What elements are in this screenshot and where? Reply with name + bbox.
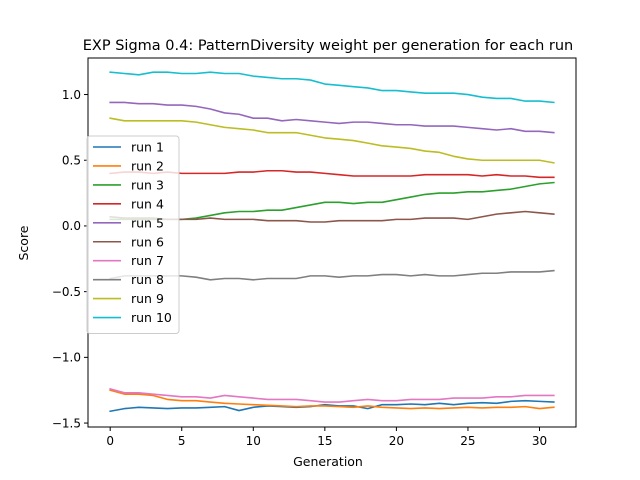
x-tick-label: 5 — [178, 434, 186, 448]
y-tick-label: 0.5 — [62, 154, 81, 168]
x-tick-label: 20 — [389, 434, 404, 448]
legend-label: run 2 — [131, 158, 164, 173]
y-tick-label: −1.5 — [52, 416, 81, 430]
legend-label: run 3 — [131, 177, 164, 192]
legend-label: run 4 — [131, 196, 164, 211]
y-axis: −1.5 −1.0 −0.5 0.0 0.5 1.0 — [52, 88, 88, 430]
legend-label: run 6 — [131, 234, 164, 249]
x-tick-label: 15 — [317, 434, 332, 448]
series-line-run-7 — [109, 387, 555, 403]
x-tick-label: 25 — [460, 434, 475, 448]
y-tick-label: −0.5 — [52, 285, 81, 299]
legend-label: run 8 — [131, 272, 164, 287]
legend-label: run 10 — [131, 310, 172, 325]
series-line-run-6 — [109, 210, 555, 223]
legend-label: run 7 — [131, 253, 164, 268]
y-tick-label: 0.0 — [62, 219, 81, 233]
legend-label: run 1 — [131, 140, 164, 155]
series-line-run-5 — [109, 101, 555, 134]
x-axis: 0 5 10 15 20 25 30 — [106, 427, 547, 448]
series-line-run-8 — [109, 269, 555, 281]
legend-label: run 5 — [131, 215, 164, 230]
series-lines — [109, 71, 555, 413]
series-line-run-4 — [109, 169, 555, 179]
y-tick-label: −1.0 — [52, 351, 81, 365]
legend-label: run 9 — [131, 291, 164, 306]
series-line-run-9 — [109, 117, 555, 164]
series-line-run-1 — [109, 399, 555, 413]
series-line-run-2 — [109, 389, 555, 410]
x-tick-label: 30 — [532, 434, 547, 448]
y-axis-label: Score — [16, 225, 31, 260]
series-line-run-10 — [109, 71, 555, 104]
x-tick-label: 0 — [106, 434, 114, 448]
chart-title: EXP Sigma 0.4: PatternDiversity weight p… — [83, 38, 573, 54]
legend: run 1 run 2 run 3 run 4 run 5 run 6 run 7 run 8… — [86, 135, 180, 334]
x-axis-label: Generation — [293, 454, 363, 469]
x-tick-label: 10 — [246, 434, 261, 448]
y-tick-label: 1.0 — [62, 88, 81, 102]
